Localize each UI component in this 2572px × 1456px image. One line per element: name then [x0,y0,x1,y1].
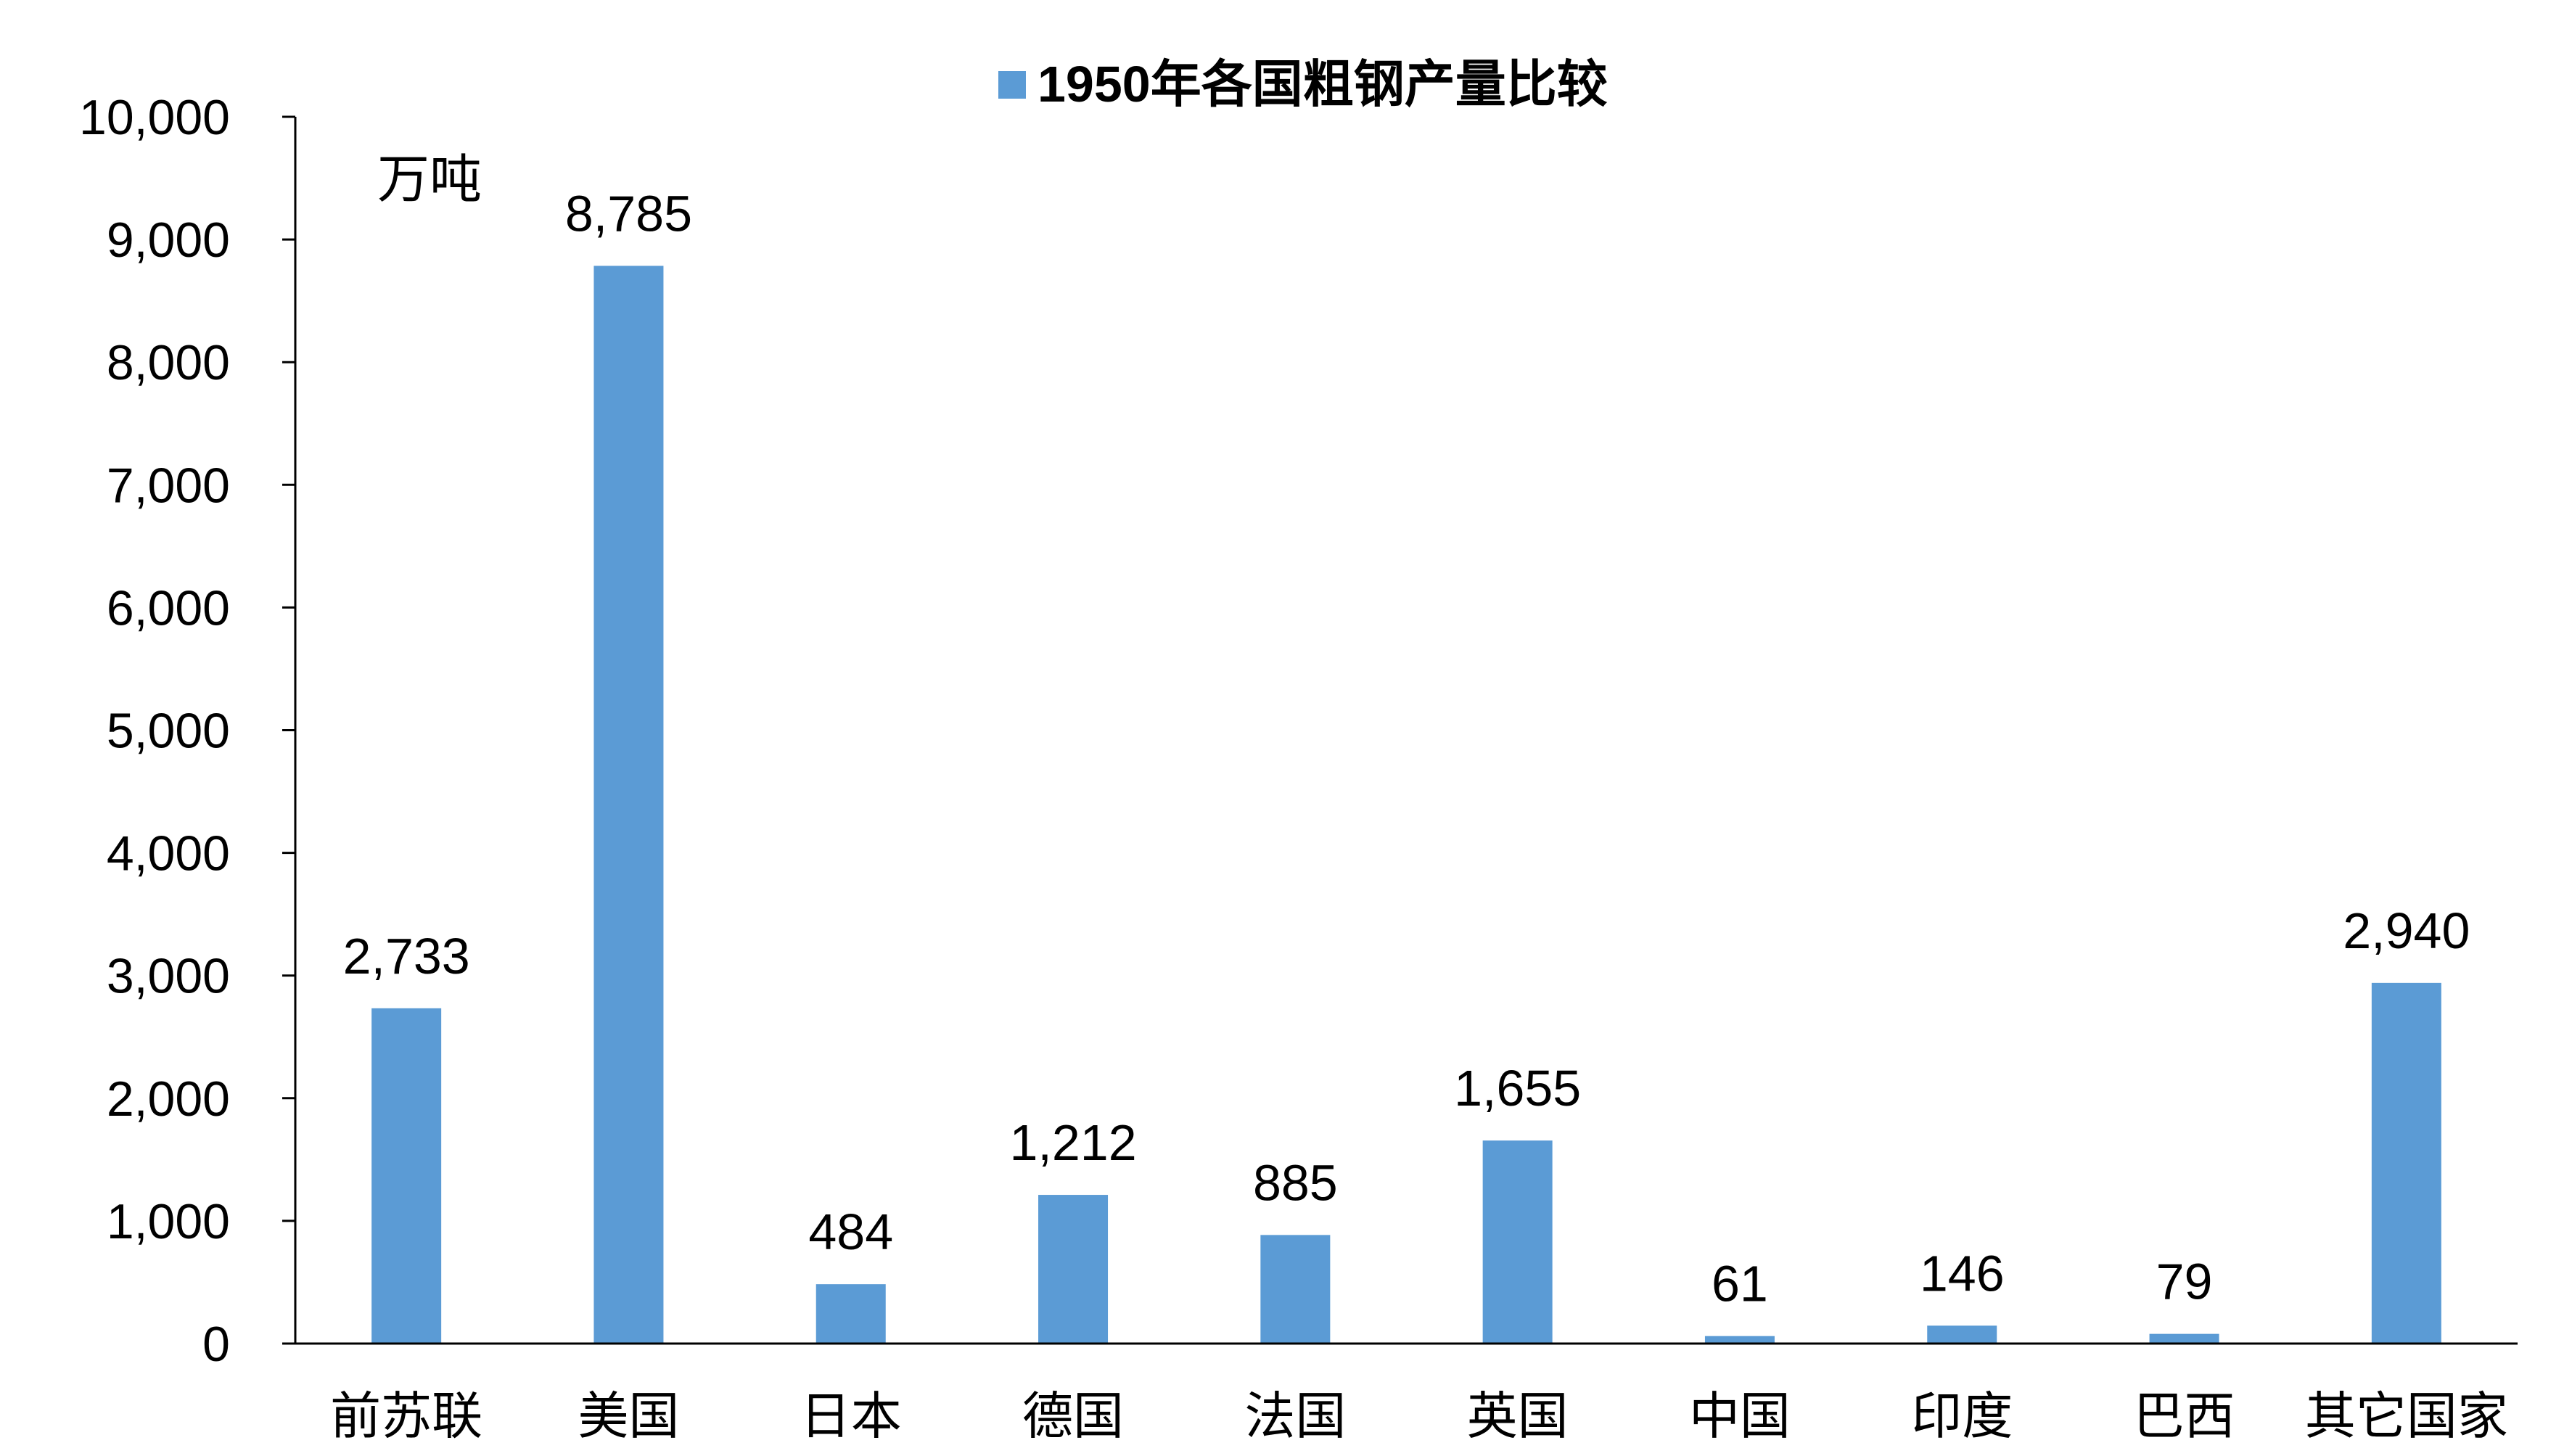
data-label: 1,212 [1009,1114,1136,1171]
legend: 1950年各国粗钢产量比较 [998,56,1608,112]
x-tick-label: 印度 [1911,1386,2013,1446]
y-tick-label: 2,000 [107,1072,230,1127]
bar [2371,982,2441,1344]
y-tick-label: 0 [202,1317,230,1372]
bar [815,1284,886,1344]
bar [593,266,664,1344]
legend-entry: 1950年各国粗钢产量比较 [1038,56,1608,112]
y-axis: 0 1,000 2,000 3,000 4,000 5,000 6,000 7,000 8,00… [79,90,297,1372]
x-tick-label: 英国 [1467,1386,1569,1446]
x-tick-label: 德国 [1022,1386,1124,1446]
unit-label: 万吨 [377,149,482,210]
x-tick-label: 美国 [578,1386,679,1446]
x-tick-label: 日本 [800,1386,902,1446]
y-tick-label: 7,000 [107,458,230,513]
y-tick-label: 4,000 [107,826,230,881]
bar [1704,1336,1775,1344]
bar [371,1008,442,1344]
y-tick-label: 9,000 [107,213,230,268]
bar [1482,1140,1553,1344]
legend-swatch [998,71,1026,99]
x-axis: 前苏联 美国 日本 德国 法国 英国 中国 印度 巴西 其它国家 [295,1342,2518,1446]
y-tick-label: 8,000 [107,335,230,390]
y-tick-label: 6,000 [107,580,230,636]
y-tick-label: 10,000 [79,90,230,145]
data-label: 2,940 [2343,902,2470,959]
x-tick-label: 法国 [1244,1386,1346,1446]
x-tick-label: 前苏联 [330,1386,482,1446]
data-labels: 2,733 8,785 484 1,212 885 1,655 61 146 79 2,940 [343,185,2470,1312]
bars [371,266,2441,1344]
x-tick-label: 中国 [1689,1386,1791,1446]
x-tick-label: 其它国家 [2305,1386,2508,1446]
data-label: 1,655 [1454,1060,1581,1116]
y-tick-label: 3,000 [107,949,230,1004]
bar [1038,1195,1109,1344]
bar [1260,1235,1331,1344]
data-label: 885 [1253,1154,1338,1211]
data-label: 2,733 [343,928,470,984]
data-label: 79 [2156,1254,2213,1310]
bar [2149,1333,2219,1344]
y-tick-label: 5,000 [107,704,230,759]
data-label: 484 [808,1204,893,1260]
data-label: 8,785 [565,185,692,242]
data-label: 146 [1920,1245,2005,1301]
y-tick-label: 1,000 [107,1194,230,1249]
data-label: 61 [1712,1256,1768,1312]
x-tick-label: 巴西 [2134,1386,2235,1446]
bar [1927,1325,1997,1344]
